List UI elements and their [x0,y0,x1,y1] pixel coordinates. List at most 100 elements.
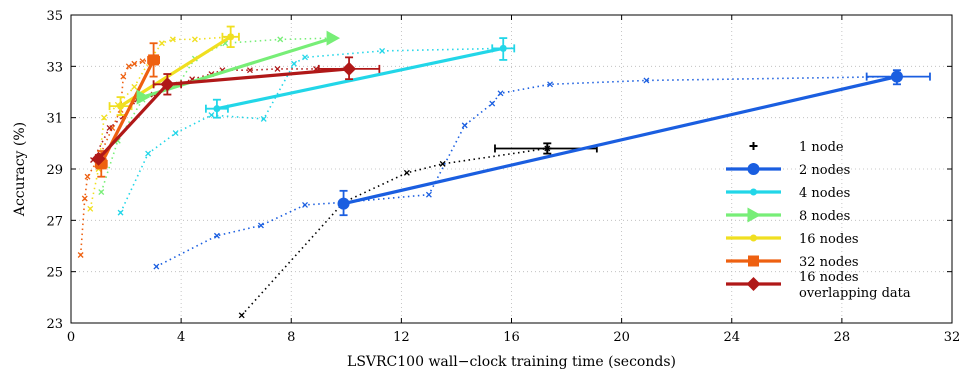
trace-line [92,68,350,161]
trace-point [379,47,386,54]
data-point [749,142,758,150]
trace-point [117,209,124,216]
trace-point [489,100,496,107]
data-point [746,277,761,291]
data-point [750,234,757,242]
legend-label: 1 node [799,140,844,155]
data-point [136,89,151,105]
x-tick-label: 32 [944,330,961,345]
data-point [337,197,350,210]
x-tick-label: 8 [287,330,295,345]
legend-item: 8 nodes [726,207,850,224]
trace-point [425,191,432,198]
legend-label: 16 nodes [799,232,859,247]
series-line [142,36,334,99]
trace-point [172,130,179,137]
y-tick-label: 25 [46,266,63,281]
y-tick-label: 35 [46,9,63,24]
data-point [342,61,357,76]
x-tick-label: 28 [834,330,851,345]
trace-line [100,37,333,193]
trace-point [84,173,91,180]
y-axis-label: Accuracy (%) [12,122,28,217]
trace-point [98,189,105,196]
trace-point [169,36,176,43]
legend-item: 16 nodes [726,232,859,247]
x-tick-label: 4 [177,330,185,345]
trace-line [241,147,548,316]
x-axis-label: LSVRC100 wall−clock training time (secon… [347,354,676,370]
trace-point [191,36,198,43]
series-line [343,75,898,206]
legend-item: 32 nodes [726,255,859,270]
data-point [148,54,160,66]
trace-point [461,122,468,129]
trace-point [125,63,132,70]
data-point [890,70,903,83]
data-point [160,77,175,92]
legend-label: 4 nodes [799,186,850,201]
trace-point [106,124,113,131]
trace-point [101,114,107,121]
trace-point [403,169,410,176]
ticks: 0 4 8 12 16 20 24 28 32 23 25 27 29 31 33 35 [46,9,960,345]
y-tick-label: 29 [46,163,63,178]
trace-point [81,195,88,202]
x-tick-label: 24 [723,330,740,345]
data-point [499,44,507,52]
dotted-traces [77,33,900,319]
trace-point [291,60,297,67]
markers [91,30,903,210]
trace-point [77,252,84,258]
data-point [326,30,341,46]
trace-point [277,36,284,43]
legend-label: 32 nodes [799,255,859,270]
data-point [213,105,221,113]
grid [71,15,952,323]
trace-point [547,81,554,88]
y-tick-label: 33 [46,60,63,75]
trace-point [302,54,308,61]
data-point [95,158,107,170]
data-point [750,188,757,196]
trace-point [643,77,650,84]
trace-point [439,160,446,167]
x-tick-label: 12 [393,330,410,345]
trace-point [246,67,253,74]
x-tick-label: 0 [67,330,75,345]
trace-point [302,201,308,208]
trace-point [238,312,245,319]
trace-point [258,222,264,229]
trace-point [139,58,146,65]
trace-line [89,36,231,209]
y-tick-label: 27 [46,214,63,229]
trace-point [158,40,165,47]
data-point [91,151,106,166]
trace-line [155,75,897,268]
trace-point [145,150,152,157]
data-point [748,255,759,267]
data-point [747,163,760,175]
trace-point [153,263,160,270]
trace-point [87,205,94,212]
x-tick-label: 16 [503,330,520,345]
data-point [747,207,761,223]
trace-point [274,65,281,72]
legend-item: 16 nodes overlapping data [726,270,911,301]
trace-point [497,90,504,97]
trace-point [131,83,138,90]
y-tick-label: 23 [46,317,63,332]
data-point [543,144,552,153]
trace-point [131,60,138,67]
legend-label: 16 nodes overlapping data [799,270,911,301]
trace-point [120,73,127,80]
legend-label: 2 nodes [799,163,850,178]
series-line [216,46,504,111]
legend-label: 8 nodes [799,209,850,224]
legend-item: 4 nodes [726,186,850,201]
data-point [227,33,235,41]
y-tick-label: 31 [46,112,63,127]
legend-item: 2 nodes [726,163,850,178]
